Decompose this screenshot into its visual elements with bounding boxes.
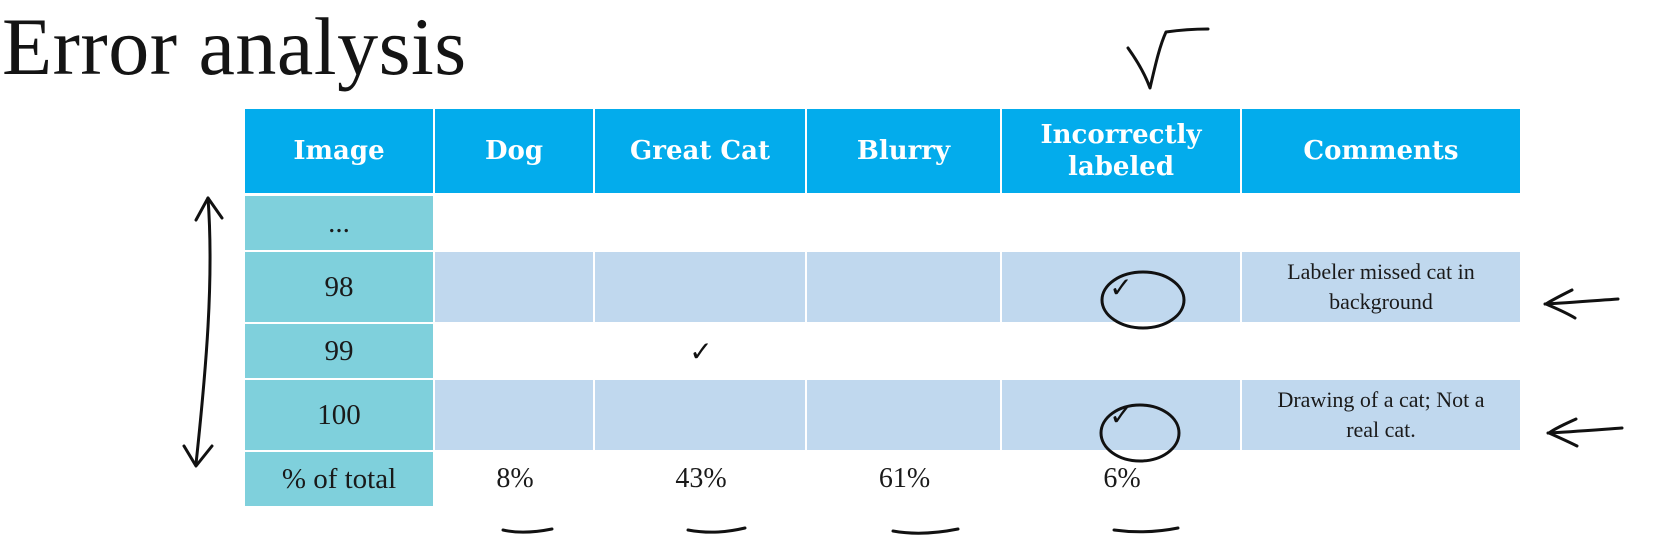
great-cat-cell — [595, 380, 807, 450]
image-cell: 100 — [245, 380, 435, 450]
underline — [891, 527, 960, 535]
dog-cell — [435, 252, 595, 322]
totals-label: % of total — [245, 452, 435, 506]
dog-total: 8% — [496, 463, 534, 494]
left-arrow-icon — [1543, 288, 1620, 320]
header-incorrectly-labeled: Incorrectly labeled — [1002, 109, 1242, 193]
underline — [1112, 526, 1180, 534]
image-cell: 99 — [245, 324, 435, 378]
page-title: Error analysis — [2, 1, 467, 92]
great-cat-total: 43% — [675, 463, 727, 494]
great-cat-cell: ✓ — [595, 324, 807, 378]
header-great-cat: Great Cat — [595, 109, 807, 193]
incorrectly-labeled-total: 6% — [1103, 463, 1141, 494]
incorrectly-labeled-cell: ✓ — [1002, 252, 1242, 322]
image-cell: ... — [245, 196, 435, 250]
blurry-cell — [807, 380, 1002, 450]
incorrectly-labeled-cell: ✓ — [1002, 380, 1242, 450]
comments-cell: Drawing of a cat; Not a real cat. — [1242, 380, 1520, 450]
check-mark-icon: ✓ — [689, 334, 713, 368]
underline — [501, 527, 554, 534]
blurry-total: 61% — [878, 463, 931, 494]
header-comments: Comments — [1242, 109, 1520, 193]
underline — [686, 526, 747, 534]
check-mark-icon: ✓ — [1109, 270, 1133, 304]
image-cell: 98 — [245, 252, 435, 322]
double-arrow-icon — [182, 196, 224, 468]
check-mark-icon — [1126, 27, 1210, 90]
header-blurry: Blurry — [807, 109, 1002, 193]
great-cat-cell — [595, 252, 807, 322]
blurry-cell — [807, 252, 1002, 322]
header-image: Image — [245, 109, 435, 193]
left-arrow-icon — [1546, 417, 1624, 448]
check-mark-icon: ✓ — [1109, 398, 1133, 432]
header-dog: Dog — [435, 109, 595, 193]
dog-cell — [435, 380, 595, 450]
comments-cell: Labeler missed cat in background — [1242, 252, 1520, 322]
